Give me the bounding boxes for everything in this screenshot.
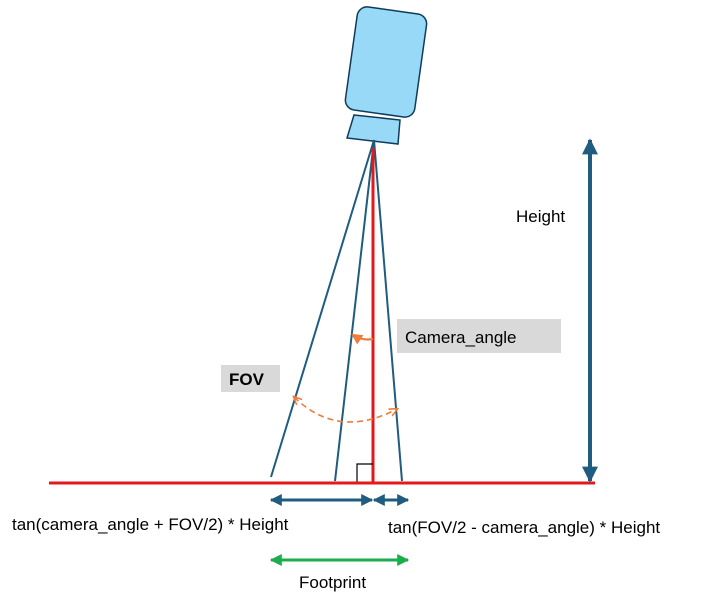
left-width-formula: tan(camera_angle + FOV/2) * Height bbox=[12, 515, 289, 534]
camera-angle-arc bbox=[351, 333, 374, 345]
camera-angle-label: Camera_angle bbox=[405, 328, 517, 347]
camera-angle-label-box bbox=[397, 319, 561, 353]
fov-label: FOV bbox=[229, 370, 265, 389]
fov-arc bbox=[294, 397, 397, 423]
camera-body bbox=[344, 6, 428, 118]
camera-icon bbox=[344, 6, 428, 145]
right-angle-marker bbox=[356, 463, 373, 482]
fov-ray-right bbox=[373, 139, 403, 482]
right-width-formula: tan(FOV/2 - camera_angle) * Height bbox=[388, 518, 660, 537]
camera-lens bbox=[346, 114, 401, 145]
fov-label-box bbox=[221, 365, 280, 392]
footprint-label: Footprint bbox=[299, 573, 366, 592]
fov-ray-outer-left bbox=[270, 139, 375, 478]
camera-axis-ray bbox=[334, 139, 375, 482]
height-label: Height bbox=[516, 207, 565, 226]
